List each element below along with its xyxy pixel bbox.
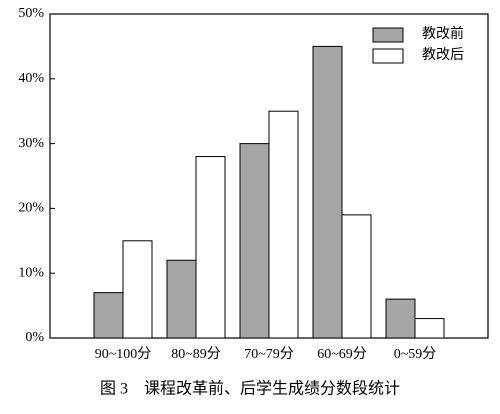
bar xyxy=(239,143,270,339)
x-tick-label: 0~59分 xyxy=(394,346,437,362)
legend-swatch xyxy=(372,48,404,64)
bar xyxy=(122,240,153,339)
y-tick-label: 20% xyxy=(18,201,44,216)
y-tick-label: 50% xyxy=(18,6,44,21)
bar xyxy=(341,214,372,339)
chart-title: 图 3 课程改革前、后学生成绩分数段统计 xyxy=(100,380,400,398)
y-tick-label: 0% xyxy=(25,330,44,345)
y-tick-label: 10% xyxy=(18,265,44,280)
y-tick-label: 30% xyxy=(18,136,44,151)
y-tick-label: 40% xyxy=(18,71,44,86)
x-tick-label: 90~100分 xyxy=(95,346,152,362)
bar xyxy=(195,156,226,339)
bar xyxy=(166,259,197,339)
bar xyxy=(268,110,299,339)
bar xyxy=(93,292,124,339)
bar xyxy=(385,298,416,339)
bar xyxy=(414,318,445,339)
x-tick-label: 60~69分 xyxy=(317,346,367,362)
legend-label: 教改前 xyxy=(422,25,464,42)
legend-label: 教改后 xyxy=(422,47,464,63)
x-tick-label: 80~89分 xyxy=(171,346,221,362)
bar xyxy=(312,45,343,339)
legend-swatch xyxy=(372,27,404,43)
x-tick-label: 70~79分 xyxy=(244,346,294,362)
